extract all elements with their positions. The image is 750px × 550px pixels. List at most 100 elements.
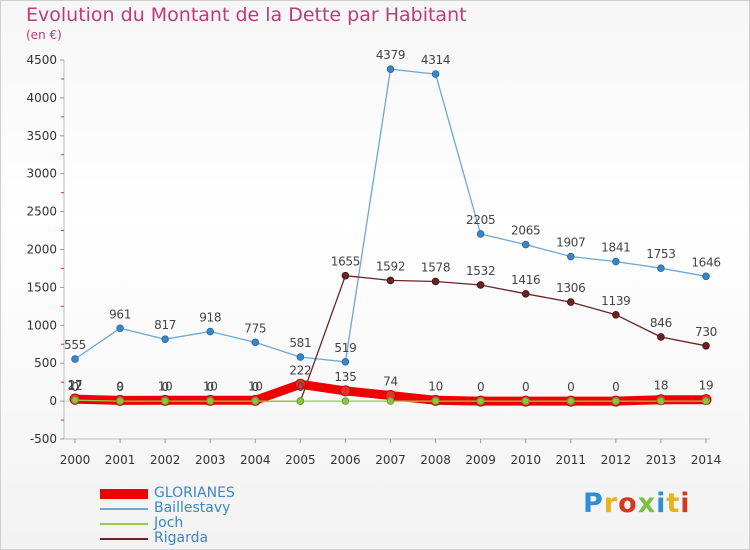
data-point-rigarda <box>566 298 575 306</box>
data-label-glorianes: 19 <box>699 379 714 393</box>
data-label-glorianes: 9 <box>116 379 123 393</box>
data-point-rigarda <box>612 310 620 319</box>
data-label-glorianes: 0 <box>477 380 484 394</box>
x-tick-label: 2001 <box>105 453 136 467</box>
data-point-baillestavy <box>161 335 169 343</box>
chart-title: Evolution du Montant de la Dette par Hab… <box>26 4 467 26</box>
legend-label: Rigarda <box>154 530 209 546</box>
data-label-rigarda: 0 <box>71 380 78 394</box>
y-tick-label: 2000 <box>26 243 57 257</box>
data-label-rigarda: 846 <box>650 316 672 330</box>
data-label-rigarda: 0 <box>161 380 168 394</box>
data-label-baillestavy: 4314 <box>421 53 450 67</box>
x-tick-label: 2010 <box>510 453 541 467</box>
data-point-joch <box>206 397 215 405</box>
x-tick-label: 2003 <box>195 453 226 467</box>
data-point-baillestavy <box>431 70 440 78</box>
data-point-joch <box>296 397 305 405</box>
data-point-baillestavy <box>702 272 710 281</box>
proxiti-logo: Proxiti <box>583 488 691 519</box>
data-label-baillestavy: 918 <box>199 311 221 325</box>
x-tick-label: 2012 <box>601 453 632 467</box>
data-label-rigarda: 1416 <box>511 273 540 287</box>
data-point-baillestavy <box>251 338 260 347</box>
data-point-baillestavy <box>566 252 575 261</box>
data-point-baillestavy <box>612 257 620 266</box>
data-label-rigarda: 0 <box>207 380 214 394</box>
logo-letter: x <box>637 488 657 519</box>
data-label-glorianes: 10 <box>428 379 443 393</box>
logo-letter: i <box>680 488 691 519</box>
x-tick-label: 2004 <box>240 453 271 467</box>
data-point-baillestavy <box>386 65 395 73</box>
data-label-glorianes: 10 <box>203 379 218 393</box>
data-label-baillestavy: 2205 <box>466 213 495 227</box>
x-tick-label: 2009 <box>465 453 496 467</box>
data-label-rigarda: 1306 <box>556 281 585 295</box>
data-point-baillestavy <box>657 264 665 273</box>
data-label-baillestavy: 4379 <box>376 48 405 62</box>
data-point-baillestavy <box>206 327 215 336</box>
data-point-joch <box>612 397 620 405</box>
data-label-glorianes: 0 <box>522 380 529 394</box>
legend-label: Joch <box>154 515 184 531</box>
logo-letter: t <box>666 488 681 519</box>
x-tick-label: 2005 <box>285 453 316 467</box>
data-label-rigarda: 0 <box>297 380 304 394</box>
data-point-baillestavy <box>341 357 350 366</box>
data-point-rigarda <box>657 333 665 341</box>
legend-swatch <box>100 489 148 499</box>
data-label-rigarda: 0 <box>116 380 123 394</box>
logo-letter: P <box>583 488 604 519</box>
data-label-baillestavy: 1646 <box>691 255 720 269</box>
data-point-baillestavy <box>521 240 530 249</box>
data-label-rigarda: 0 <box>252 380 259 394</box>
legend-label: Baillestavy <box>154 500 231 516</box>
data-label-rigarda: 1139 <box>601 294 630 308</box>
y-tick-label: 3000 <box>26 167 57 181</box>
data-label-glorianes: 18 <box>654 379 669 393</box>
data-label-baillestavy: 555 <box>64 338 86 352</box>
logo-letter: o <box>618 488 638 519</box>
data-point-rigarda <box>521 289 530 298</box>
data-label-glorianes: 0 <box>612 380 619 394</box>
data-label-glorianes: 135 <box>334 370 356 384</box>
data-point-joch <box>116 397 124 405</box>
data-label-baillestavy: 775 <box>244 321 266 335</box>
x-tick-label: 2006 <box>330 453 361 467</box>
data-label-glorianes: 10 <box>248 379 263 393</box>
data-point-glorianes <box>339 385 351 397</box>
logo-letter: i <box>656 488 667 519</box>
data-point-rigarda <box>702 341 710 350</box>
data-point-baillestavy <box>116 324 124 333</box>
y-tick-label: 3500 <box>26 129 57 143</box>
data-point-joch <box>161 397 169 405</box>
data-point-baillestavy <box>476 230 485 238</box>
data-label-glorianes: 74 <box>383 374 398 388</box>
data-label-baillestavy: 2065 <box>511 224 540 238</box>
data-label-glorianes: 27 <box>68 378 83 392</box>
x-tick-label: 2011 <box>556 453 587 467</box>
data-point-baillestavy <box>296 353 305 361</box>
data-label-glorianes: 0 <box>567 380 574 394</box>
data-label-baillestavy: 817 <box>154 318 176 332</box>
data-point-joch <box>566 397 575 405</box>
y-tick-label: 1000 <box>26 318 57 332</box>
x-tick-label: 2000 <box>60 453 91 467</box>
legend-swatch <box>100 538 148 540</box>
x-tick-label: 2002 <box>150 453 181 467</box>
data-point-joch <box>251 397 260 405</box>
data-label-rigarda: 730 <box>695 325 717 339</box>
data-label-baillestavy: 961 <box>109 307 131 321</box>
data-label-rigarda: 1578 <box>421 260 450 274</box>
y-tick-label: 2500 <box>26 205 57 219</box>
data-label-baillestavy: 1907 <box>556 236 585 250</box>
data-point-rigarda <box>431 277 440 286</box>
data-point-joch <box>521 397 530 405</box>
y-tick-label: -500 <box>30 432 57 446</box>
y-tick-label: 500 <box>34 356 57 370</box>
x-tick-label: 2007 <box>375 453 406 467</box>
data-point-joch <box>386 397 395 405</box>
data-point-joch <box>71 396 79 404</box>
data-label-rigarda: 1592 <box>376 259 405 273</box>
